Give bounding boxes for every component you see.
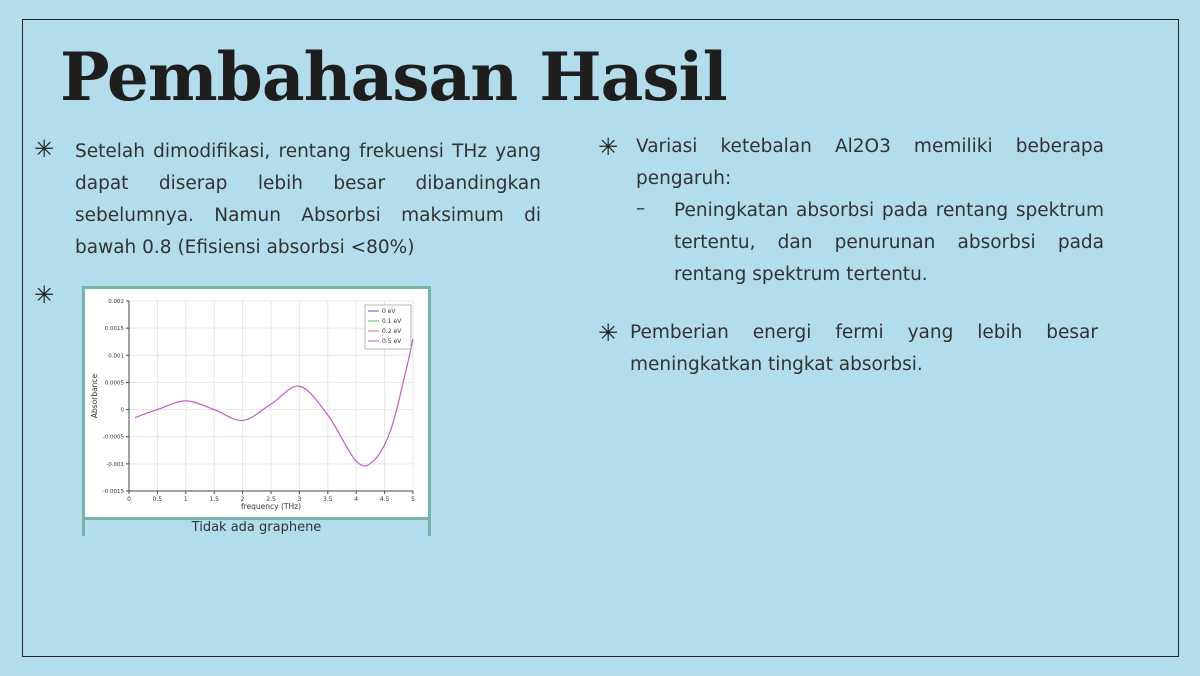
x-tick-label: 0.5	[153, 496, 163, 503]
x-axis-label: frequency (THz)	[241, 502, 301, 511]
x-tick-label: 3.5	[323, 496, 333, 503]
absorbance-figure: 0 0.5 1 1.5 2 2.5 3 3.5 4 4.5 5 -0.0015 -0.001 -0.000…	[82, 286, 431, 536]
figure-caption: Tidak ada graphene	[85, 517, 428, 536]
y-tick-label: 0.002	[108, 299, 124, 305]
legend-label: 0 eV	[382, 308, 396, 315]
bullet-star-icon: ✳	[598, 133, 619, 161]
x-tick-label: 1	[184, 496, 188, 503]
legend-box	[364, 304, 412, 350]
y-tick-label: 0.0005	[105, 380, 125, 386]
y-tick-label: -0.0005	[103, 435, 125, 441]
bullet-star-icon: ✳	[598, 319, 619, 347]
right-sub-bullet-1-text: Peningkatan absorbsi pada rentang spektr…	[674, 200, 1104, 285]
bullet-star-icon: ✳	[34, 135, 55, 163]
absorbance-chart: 0 0.5 1 1.5 2 2.5 3 3.5 4 4.5 5 -0.0015 -0.001 -0.000…	[89, 293, 425, 517]
slide-title: Pembahasan Hasil	[60, 38, 728, 116]
x-tick-label: 2	[241, 496, 245, 503]
x-tick-label: 4.5	[380, 496, 390, 503]
bullet-star-icon: ✳	[34, 281, 55, 309]
right-bullet-1-text: Variasi ketebalan Al2O3 memiliki beberap…	[636, 136, 1104, 189]
right-bullet-2-text: Pemberian energi fermi yang lebih besar …	[630, 322, 1098, 375]
absorbance-chart-svg: 0 0.5 1 1.5 2 2.5 3 3.5 4 4.5 5 -0.0015 -0.001 -0.000…	[90, 299, 415, 511]
y-tick-label: -0.0015	[103, 489, 125, 495]
legend-label: 0.5 eV	[382, 338, 402, 345]
slide-frame	[22, 19, 1179, 657]
x-tick-label: 5	[411, 496, 415, 503]
legend-label: 0.2 eV	[382, 328, 402, 335]
x-tick-label: 4	[354, 496, 358, 503]
x-tick-label: 0	[127, 496, 131, 503]
y-tick-label: 0	[121, 408, 125, 414]
sub-bullet-dash: –	[636, 198, 646, 219]
x-tick-label: 1.5	[209, 496, 219, 503]
y-tick-label: 0.001	[108, 353, 124, 359]
series-line	[134, 338, 414, 467]
y-tick-label: 0.0015	[105, 326, 125, 332]
left-bullet-1-text: Setelah dimodifikasi, rentang frekuensi …	[75, 141, 541, 258]
y-axis-label: Absorbance	[90, 373, 99, 418]
x-tick-label: 2.5	[266, 496, 276, 503]
y-tick-label: -0.001	[106, 462, 124, 468]
legend-label: 0.1 eV	[382, 318, 402, 325]
x-tick-label: 3	[297, 496, 301, 503]
